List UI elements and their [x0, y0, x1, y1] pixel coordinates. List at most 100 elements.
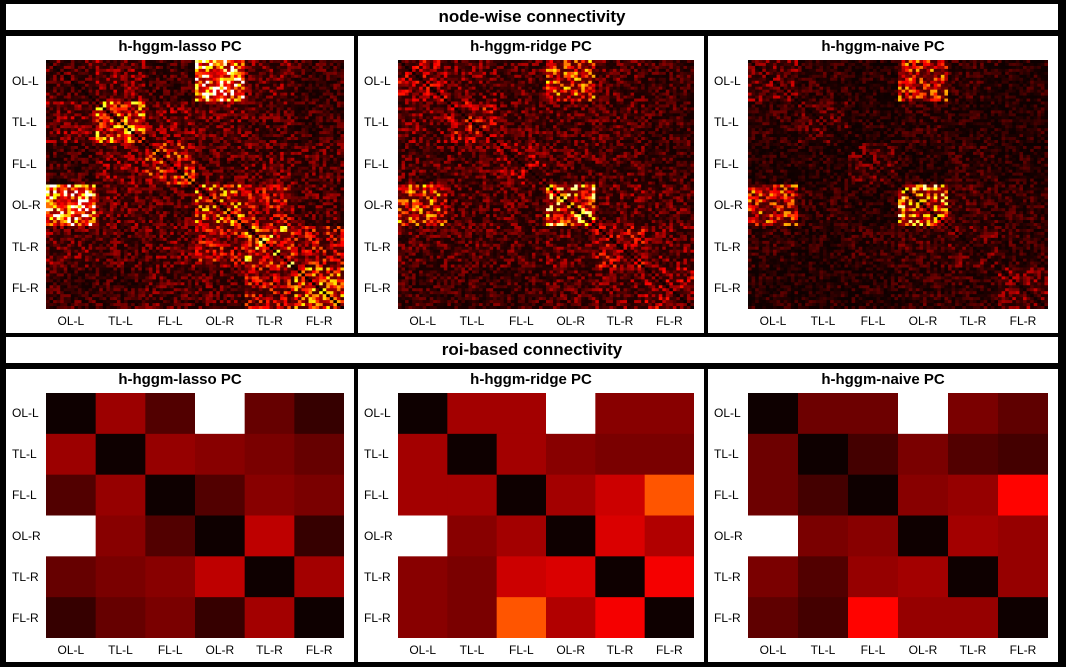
- heatmap-cell: [290, 205, 295, 209]
- heatmap-cell: [113, 169, 118, 174]
- heatmap-cell: [195, 231, 199, 236]
- heatmap-cell: [248, 113, 253, 117]
- heatmap-cell: [202, 92, 207, 96]
- heatmap-cell: [49, 80, 54, 85]
- heatmap-cell: [262, 211, 267, 215]
- heatmap-cell: [251, 184, 256, 188]
- heatmap-cell: [53, 119, 58, 123]
- heatmap-cell: [226, 178, 231, 182]
- heatmap-cell: [81, 178, 86, 182]
- heatmap-cell: [230, 154, 235, 159]
- heatmap-cell: [304, 134, 309, 138]
- heatmap-cell: [70, 220, 75, 224]
- heatmap-cell: [102, 172, 107, 176]
- heatmap-cell: [312, 119, 317, 123]
- heatmap-cell: [241, 184, 246, 188]
- heatmap-cell: [131, 184, 136, 188]
- heatmap-cell: [336, 113, 341, 117]
- heatmap-cell: [273, 208, 277, 212]
- heatmap-cell: [116, 175, 121, 179]
- heatmap-cell: [202, 217, 207, 221]
- heatmap-cell: [304, 95, 309, 99]
- heatmap-cell: [180, 163, 185, 168]
- heatmap-cell: [106, 62, 111, 67]
- heatmap-cell: [255, 119, 260, 123]
- heatmap-cell: [173, 131, 178, 135]
- heatmap-cell: [336, 145, 341, 150]
- heatmap-cell: [141, 175, 146, 179]
- heatmap-cell: [234, 62, 238, 67]
- heatmap-cell: [124, 89, 128, 93]
- heatmap-cell: [49, 208, 54, 212]
- heatmap-cell: [116, 160, 121, 165]
- heatmap-cell: [283, 228, 288, 233]
- heatmap-cell: [92, 80, 97, 85]
- heatmap-cell: [74, 175, 79, 179]
- heatmap-cell: [237, 83, 242, 88]
- heatmap-cell: [170, 187, 175, 191]
- heatmap-cell: [191, 107, 196, 111]
- heatmap-cell: [290, 157, 295, 162]
- heatmap-cell: [258, 119, 263, 123]
- heatmap-cell: [102, 119, 107, 123]
- heatmap-cell: [166, 143, 171, 147]
- heatmap-cell: [67, 80, 72, 85]
- heatmap-cell: [255, 154, 260, 159]
- heatmap-cell: [170, 92, 175, 96]
- heatmap-cell: [70, 83, 75, 88]
- heatmap-cell: [49, 62, 54, 67]
- heatmap-cell: [258, 125, 263, 129]
- heatmap-cell: [102, 104, 107, 108]
- heatmap-cell: [340, 223, 344, 227]
- heatmap-cell: [258, 134, 263, 138]
- heatmap-cell: [127, 116, 132, 120]
- heatmap-cell: [155, 211, 160, 215]
- heatmap-cell: [202, 154, 207, 159]
- heatmap-cell: [56, 128, 61, 132]
- heatmap-cell: [113, 223, 118, 227]
- heatmap-cell: [265, 166, 270, 171]
- heatmap-cell: [88, 190, 93, 194]
- heatmap-cell: [113, 196, 118, 200]
- heatmap-cell: [237, 71, 242, 76]
- heatmap-cell: [88, 110, 93, 114]
- heatmap-cell: [77, 178, 82, 182]
- heatmap-cell: [322, 122, 327, 126]
- heatmap-cell: [63, 199, 68, 203]
- heatmap-cell: [251, 169, 256, 174]
- heatmap-cell: [198, 178, 203, 182]
- heatmap-cell: [230, 68, 235, 73]
- heatmap-cell: [170, 122, 175, 126]
- heatmap-cell: [265, 202, 270, 206]
- heatmap-cell: [223, 83, 228, 88]
- heatmap-cell: [180, 104, 185, 108]
- heatmap-cell: [166, 92, 171, 96]
- heatmap-cell: [95, 234, 100, 239]
- heatmap-cell: [163, 137, 168, 141]
- heatmap-cell: [49, 196, 54, 200]
- heatmap-cell: [308, 154, 313, 159]
- heatmap-cell: [340, 134, 344, 138]
- heatmap-cell: [287, 98, 292, 102]
- heatmap-cell: [187, 122, 192, 126]
- heatmap-cell: [315, 175, 320, 179]
- heatmap-cell: [216, 68, 221, 73]
- heatmap-cell: [163, 220, 168, 224]
- heatmap-cell: [340, 181, 344, 185]
- heatmap-cell: [116, 140, 121, 144]
- heatmap-cell: [287, 184, 292, 188]
- heatmap-cell: [223, 181, 228, 185]
- heatmap-cell: [56, 208, 61, 212]
- heatmap-cell: [248, 208, 253, 212]
- heatmap-cell: [304, 92, 309, 96]
- heatmap-cell: [315, 172, 320, 176]
- heatmap-cell: [234, 60, 238, 64]
- heatmap-cell: [177, 119, 182, 123]
- heatmap-cell: [269, 226, 274, 230]
- heatmap-cell: [85, 140, 89, 144]
- heatmap-cell: [216, 160, 221, 165]
- heatmap-cell: [155, 92, 160, 96]
- heatmap-cell: [336, 187, 341, 191]
- heatmap-cell: [127, 214, 132, 218]
- heatmap-cell: [198, 226, 203, 230]
